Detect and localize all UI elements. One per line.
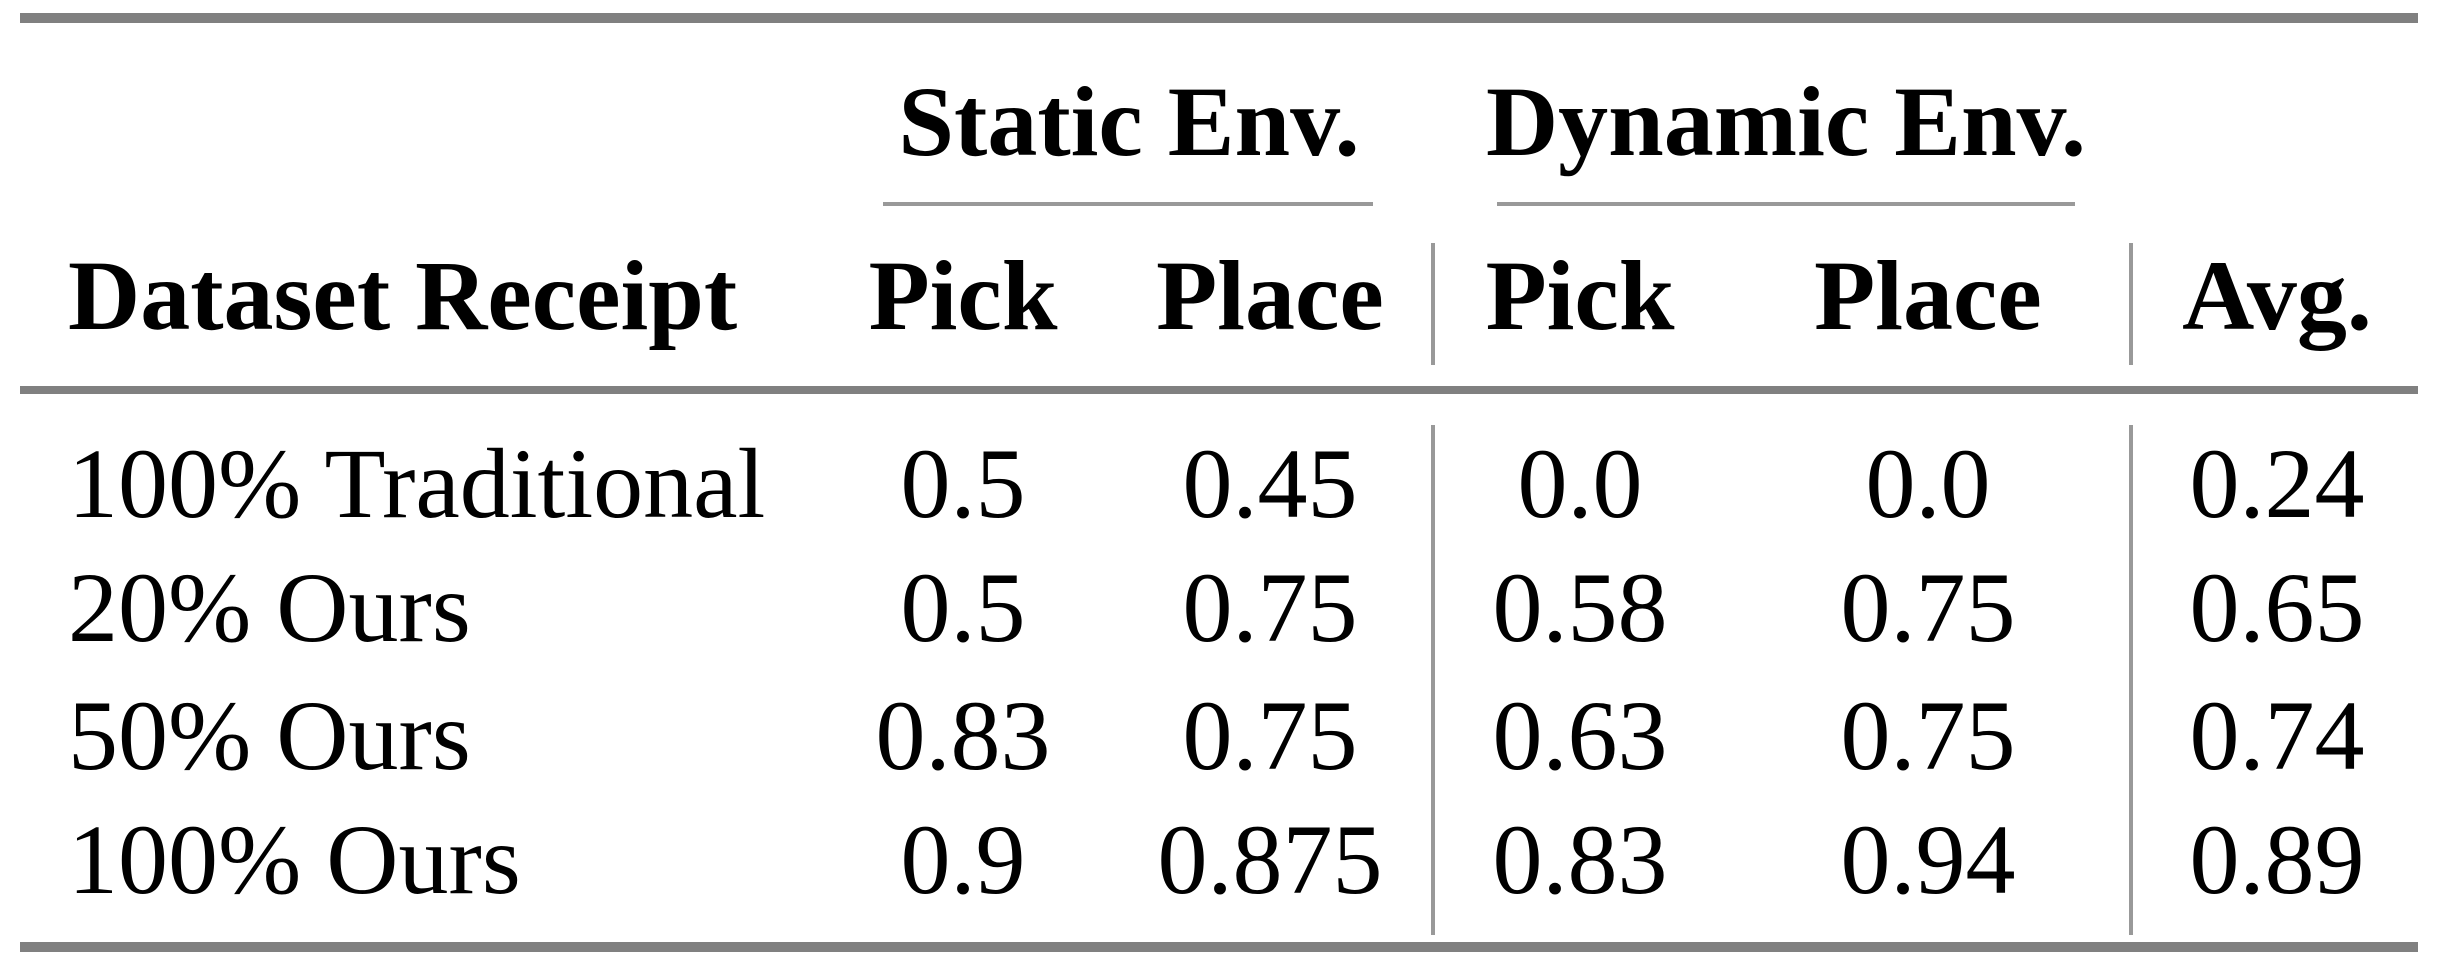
col-header-static-pick: Pick [868,240,1058,351]
table-cell: 0.0 [1865,428,1991,539]
divider-static-dynamic-header [1431,243,1435,365]
table-cell: 0.875 [1157,804,1383,915]
col-header-dynamic-pick: Pick [1485,240,1675,351]
table-cell: 0.9 [900,804,1026,915]
table-cell: 0.58 [1492,552,1668,663]
table-cell: 0.5 [900,552,1026,663]
table-cell: 0.63 [1492,680,1668,791]
row-label: 20% Ours [68,552,471,663]
col-header-avg: Avg. [2182,240,2372,351]
table-cell: 0.65 [2189,552,2365,663]
table-cell: 0.89 [2189,804,2365,915]
divider-avg-body [2129,425,2133,935]
table-bottom-rule [20,942,2418,952]
table-top-rule [20,13,2418,23]
divider-static-dynamic-body [1431,425,1435,935]
col-header-static-place: Place [1156,240,1384,351]
col-header-dynamic-place: Place [1814,240,2042,351]
table-cell: 0.0 [1517,428,1643,539]
row-label: 50% Ours [68,680,471,791]
col-header-dataset-receipt: Dataset Receipt [68,240,738,351]
table-cell: 0.74 [2189,680,2365,791]
table-cell: 0.24 [2189,428,2365,539]
table-mid-rule [20,386,2418,394]
table-cell: 0.45 [1182,428,1358,539]
table-cell: 0.75 [1182,552,1358,663]
table-cell: 0.75 [1182,680,1358,791]
table-cell: 0.75 [1840,680,2016,791]
cmidrule-dynamic-env [1497,202,2075,206]
table-cell: 0.75 [1840,552,2016,663]
cmidrule-static-env [883,202,1373,206]
divider-avg-header [2129,243,2133,365]
table-cell: 0.83 [1492,804,1668,915]
row-label: 100% Ours [68,804,521,915]
group-header-static-env: Static Env. [898,66,1360,177]
table-cell: 0.5 [900,428,1026,539]
row-label: 100% Traditional [68,428,766,539]
table-cell: 0.83 [875,680,1051,791]
group-header-dynamic-env: Dynamic Env. [1485,66,2087,177]
table-cell: 0.94 [1840,804,2016,915]
